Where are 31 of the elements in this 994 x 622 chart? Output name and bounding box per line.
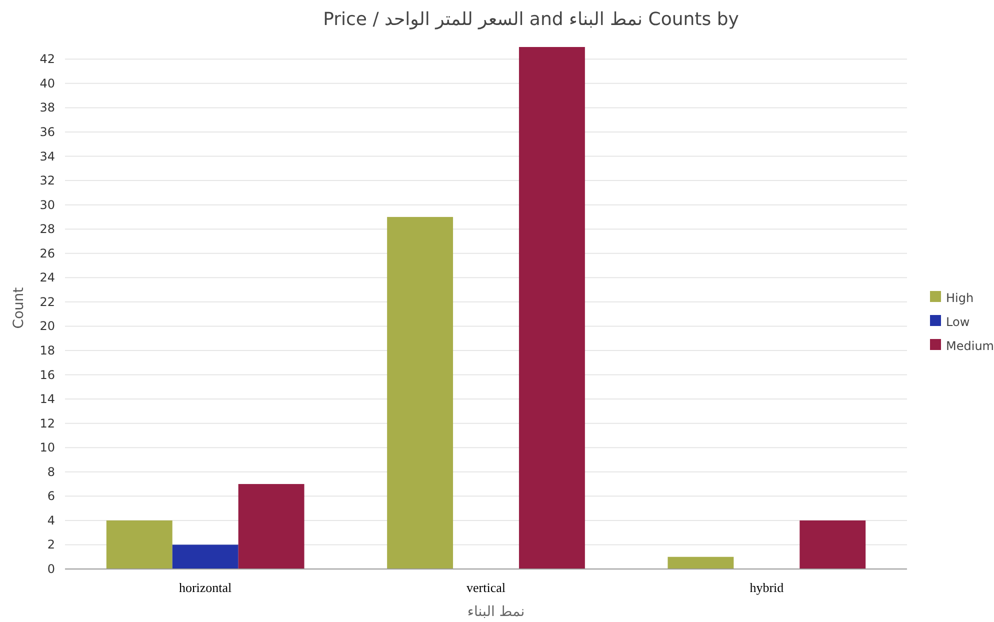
legend-label: Medium bbox=[946, 339, 994, 353]
y-tick-label: 34 bbox=[40, 149, 55, 164]
y-tick-label: 36 bbox=[40, 124, 55, 139]
y-tick-label: 26 bbox=[40, 246, 55, 260]
y-tick-label: 38 bbox=[40, 100, 55, 115]
y-tick-label: 8 bbox=[47, 464, 55, 479]
y-tick-label: 40 bbox=[40, 76, 55, 90]
chart-title: Counts by نمط البناء and السعر للمتر الواحد / Price bbox=[323, 9, 740, 30]
x-tick-label: horizontal bbox=[178, 580, 232, 595]
y-tick-label: 14 bbox=[40, 392, 55, 406]
y-tick-label: 22 bbox=[40, 294, 55, 309]
y-tick-label: 20 bbox=[40, 319, 55, 334]
y-tick-label: 28 bbox=[40, 222, 55, 236]
y-tick-label: 16 bbox=[40, 368, 55, 382]
y-tick-label: 24 bbox=[40, 270, 55, 285]
legend-label: High bbox=[946, 291, 974, 305]
y-tick-label: 6 bbox=[47, 489, 55, 504]
y-axis-title: Count bbox=[11, 286, 27, 329]
y-tick-label: 18 bbox=[40, 343, 55, 358]
y-tick-label: 32 bbox=[40, 174, 55, 188]
y-tick-label: 42 bbox=[40, 52, 55, 66]
x-tick-label: vertical bbox=[466, 580, 506, 595]
y-tick-label: 4 bbox=[47, 513, 55, 528]
y-tick-label: 12 bbox=[40, 416, 55, 430]
y-tick-label: 2 bbox=[47, 538, 55, 552]
x-axis-title: نمط البناء bbox=[467, 604, 525, 620]
legend-label: Low bbox=[946, 315, 970, 329]
y-tick-label: 10 bbox=[40, 440, 55, 455]
x-tick-label: hybrid bbox=[750, 580, 784, 595]
y-tick-label: 0 bbox=[47, 562, 55, 576]
y-tick-label: 30 bbox=[40, 198, 55, 212]
